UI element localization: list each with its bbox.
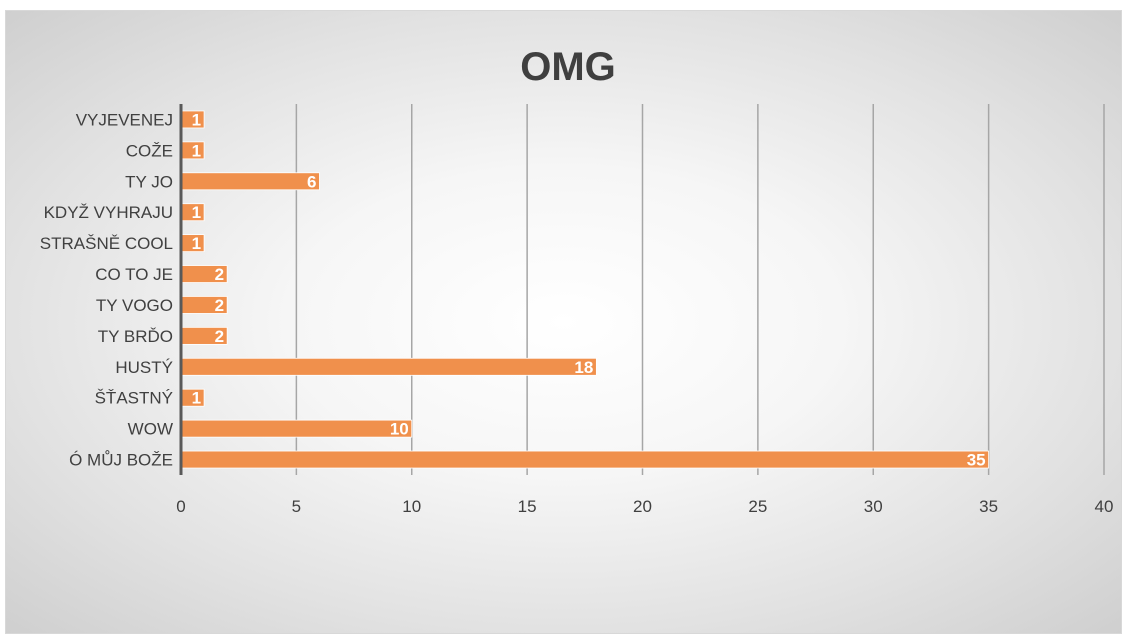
data-label: 6 xyxy=(307,172,316,191)
data-label: 1 xyxy=(192,203,201,222)
data-label: 35 xyxy=(967,451,986,470)
data-label: 1 xyxy=(192,234,201,253)
x-tick-label: 5 xyxy=(292,497,301,516)
category-label: ŠŤASTNÝ xyxy=(95,389,173,408)
x-tick-label: 0 xyxy=(176,497,185,516)
bar xyxy=(180,172,320,191)
x-tick-label: 20 xyxy=(633,497,652,516)
bars xyxy=(180,110,990,469)
chart-title: OMG xyxy=(520,45,616,89)
category-label: KDYŽ VYHRAJU xyxy=(44,203,173,222)
x-tick-label: 25 xyxy=(748,497,767,516)
category-label: VYJEVENEJ xyxy=(76,110,173,129)
x-tick-label: 35 xyxy=(979,497,998,516)
data-label: 10 xyxy=(390,420,409,439)
data-label: 2 xyxy=(215,296,224,315)
category-label: COŽE xyxy=(126,141,173,160)
x-tick-label: 40 xyxy=(1095,497,1114,516)
data-label: 2 xyxy=(215,327,224,346)
bar xyxy=(180,450,990,469)
x-tick-label: 30 xyxy=(864,497,883,516)
data-label: 1 xyxy=(192,389,201,408)
x-tick-label: 15 xyxy=(518,497,537,516)
category-label: TY JO xyxy=(125,172,173,191)
category-label: WOW xyxy=(128,420,173,439)
x-tick-label: 10 xyxy=(402,497,421,516)
category-labels: VYJEVENEJ COŽE TY JO KDYŽ VYHRAJU STRAŠNĚ CO… xyxy=(40,110,173,469)
category-label: HUSTÝ xyxy=(115,358,173,377)
category-label: TY BRĎO xyxy=(98,327,173,346)
data-label: 2 xyxy=(215,265,224,284)
category-label: Ó MŮJ BOŽE xyxy=(69,451,173,470)
data-label: 18 xyxy=(574,358,593,377)
data-label: 1 xyxy=(192,141,201,160)
data-label: 1 xyxy=(192,110,201,129)
category-label: STRAŠNĚ COOL xyxy=(40,234,173,253)
bar xyxy=(180,419,413,438)
bar xyxy=(180,357,597,376)
category-label: CO TO JE xyxy=(95,265,173,284)
x-axis-tick-labels: 0 5 10 15 20 25 30 35 40 xyxy=(176,497,1113,516)
category-label: TY VOGO xyxy=(96,296,173,315)
gridlines xyxy=(295,104,1105,475)
